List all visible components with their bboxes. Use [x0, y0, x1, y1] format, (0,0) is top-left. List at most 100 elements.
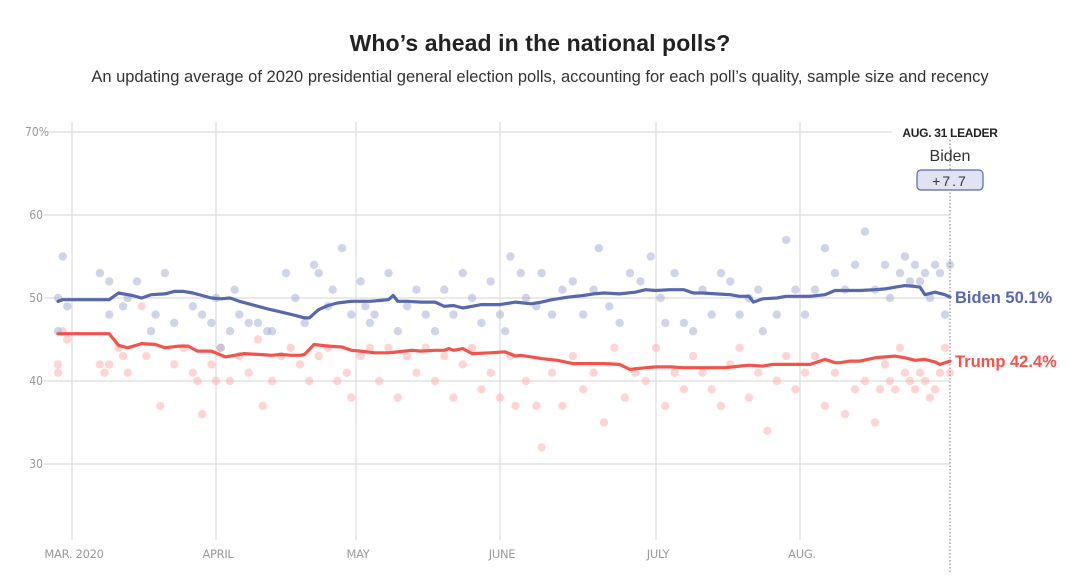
- trump-poll-dot: [735, 343, 744, 352]
- trump-poll-dot: [910, 385, 920, 394]
- biden-poll-dot: [365, 318, 375, 328]
- trump-poll-dot: [925, 393, 935, 402]
- biden-poll-dot: [421, 310, 430, 319]
- trump-poll-dot: [333, 376, 342, 386]
- biden-poll-dot: [860, 227, 870, 236]
- leader-name: Biden: [930, 148, 971, 165]
- trump-poll-dot: [532, 401, 541, 411]
- biden-poll-dot: [521, 293, 531, 303]
- trump-poll-dot: [915, 368, 925, 377]
- biden-poll-dot: [244, 318, 253, 328]
- x-tick-label: MAR. 2020: [44, 547, 103, 561]
- trump-poll-dot: [781, 351, 791, 361]
- biden-poll-dot: [547, 310, 557, 319]
- trump-poll-dot: [521, 376, 531, 386]
- leader-heading: AUG. 31 LEADER: [902, 126, 998, 140]
- biden-poll-dot: [356, 277, 365, 286]
- trump-poll-dot: [511, 401, 520, 411]
- trump-poll-dot: [763, 426, 772, 435]
- biden-poll-dot: [430, 327, 440, 336]
- biden-poll-dot: [412, 285, 421, 294]
- biden-poll-dot: [63, 302, 72, 311]
- trump-poll-dot: [791, 385, 800, 394]
- trump-poll-dot: [890, 385, 900, 394]
- trump-poll-dot: [365, 343, 375, 352]
- biden-poll-dot: [370, 310, 379, 319]
- trump-poll-dot: [188, 368, 197, 377]
- leader-margin: +7.7: [932, 173, 968, 189]
- biden-poll-dot: [118, 302, 128, 311]
- biden-poll-dot: [656, 293, 665, 303]
- biden-poll-dot: [467, 293, 477, 303]
- trump-poll-dot: [880, 360, 890, 369]
- biden-poll-dot: [935, 268, 945, 278]
- biden-poll-dot: [820, 244, 830, 253]
- biden-poll-dot: [920, 268, 930, 278]
- trump-poll-dot: [53, 360, 63, 369]
- trump-poll-dot: [412, 368, 421, 377]
- trump-poll-dot: [800, 368, 810, 377]
- trump-poll-dot: [895, 343, 905, 352]
- trump-poll-dot: [244, 368, 253, 377]
- biden-poll-dot: [105, 277, 114, 286]
- trump-poll-dot: [305, 376, 314, 386]
- biden-poll-dot: [568, 277, 577, 286]
- biden-poll-dot: [689, 327, 698, 336]
- trump-poll-dot: [193, 376, 202, 386]
- biden-poll-dot: [197, 310, 207, 319]
- biden-poll-dot: [940, 310, 950, 319]
- x-gridlines: [71, 122, 801, 540]
- biden-poll-dot: [537, 268, 546, 278]
- trump-poll-dot: [850, 385, 860, 394]
- trump-poll-dot: [744, 393, 754, 402]
- trump-poll-dot: [495, 393, 505, 402]
- poll-dots: [53, 227, 955, 452]
- biden-poll-dot: [458, 268, 467, 278]
- trump-poll-dot: [356, 351, 365, 361]
- biden-poll-dot: [230, 285, 239, 294]
- trump-poll-dot: [870, 418, 880, 427]
- x-tick-label: JULY: [646, 547, 671, 561]
- trump-poll-dot: [375, 376, 384, 386]
- biden-poll-dot: [754, 285, 763, 294]
- trump-poll-dot: [314, 351, 323, 361]
- y-tick-label: 70%: [25, 125, 49, 139]
- biden-poll-dot: [132, 277, 142, 286]
- biden-poll-dot: [495, 310, 505, 319]
- biden-poll-dot: [160, 268, 170, 278]
- trump-poll-dot: [286, 343, 295, 352]
- trump-poll-dot: [579, 385, 588, 394]
- trump-poll-dot: [258, 401, 267, 411]
- biden-poll-dot: [267, 327, 277, 336]
- trump-poll-dot: [707, 385, 716, 394]
- biden-poll-dot: [105, 310, 114, 319]
- trump-poll-dot: [100, 368, 109, 377]
- trump-poll-dot: [940, 343, 950, 352]
- trump-poll-dot: [900, 368, 910, 377]
- trump-poll-dot: [875, 385, 885, 394]
- biden-poll-dot: [735, 310, 744, 319]
- biden-poll-dot: [146, 327, 156, 336]
- x-tick-label: MAY: [346, 547, 370, 561]
- trump-poll-dot: [599, 418, 609, 427]
- biden-poll-dot: [679, 318, 689, 328]
- trump-poll-dot: [935, 368, 945, 377]
- biden-poll-dot: [900, 252, 910, 261]
- biden-poll-dot: [945, 260, 955, 269]
- biden-poll-dot: [170, 318, 179, 328]
- trump-poll-dot: [830, 368, 840, 377]
- biden-poll-dot: [800, 310, 810, 319]
- biden-poll-dot: [253, 318, 263, 328]
- trump-poll-dot: [225, 376, 235, 386]
- biden-average-line: [56, 284, 952, 320]
- trump-poll-dot: [641, 376, 650, 386]
- biden-poll-dot: [589, 285, 598, 294]
- trump-poll-dot: [679, 385, 689, 394]
- trend-lines: [56, 284, 952, 371]
- biden-poll-dot: [579, 310, 588, 319]
- trump-poll-dot: [820, 401, 830, 411]
- trump-poll-dot: [95, 360, 105, 369]
- trump-poll-dot: [905, 376, 915, 386]
- trump-poll-dot: [698, 368, 707, 377]
- trump-poll-dot: [558, 401, 567, 411]
